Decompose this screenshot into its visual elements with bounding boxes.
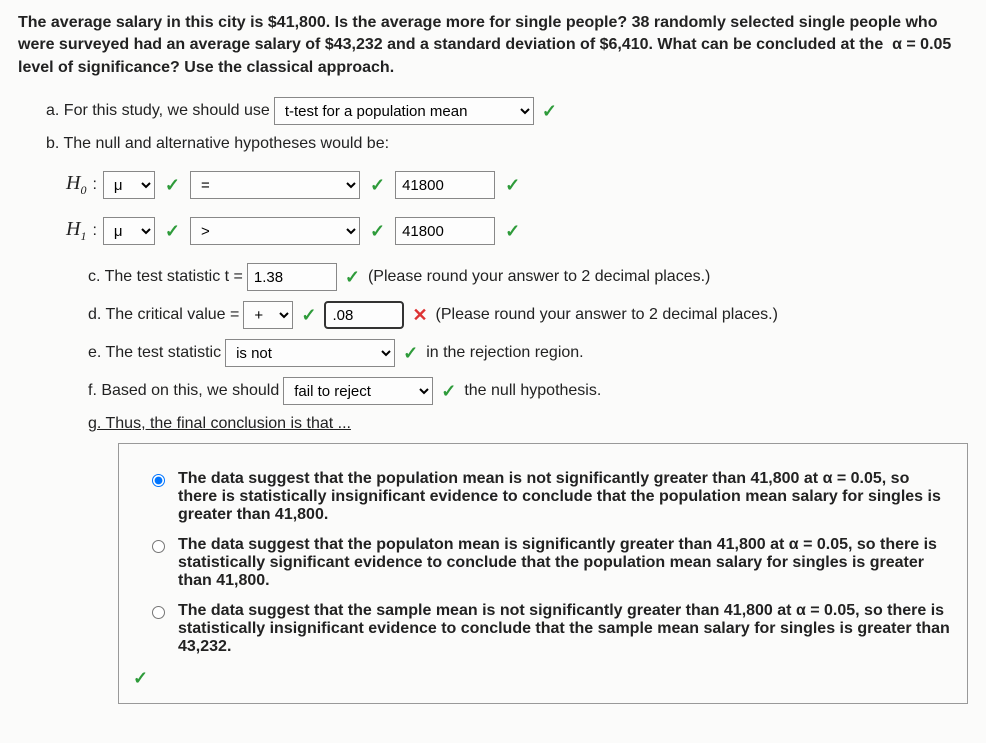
check-icon: ✓ bbox=[505, 175, 520, 196]
part-c-prefix: c. The test statistic t = bbox=[88, 268, 243, 286]
part-e-row: e. The test statistic is not ✓ in the re… bbox=[88, 339, 968, 367]
conclusion-option-3[interactable]: The data suggest that the sample mean is… bbox=[147, 602, 951, 656]
cross-icon: ✕ bbox=[412, 305, 427, 326]
h1-label: H1 bbox=[66, 218, 86, 244]
check-icon: ✓ bbox=[165, 221, 180, 242]
part-d-prefix: d. The critical value = bbox=[88, 306, 239, 324]
h0-param-select[interactable]: μ bbox=[103, 171, 155, 199]
part-c-row: c. The test statistic t = ✓ (Please roun… bbox=[88, 263, 968, 291]
conclusion-radio-1[interactable] bbox=[152, 474, 165, 487]
h0-label: H0 bbox=[66, 172, 86, 198]
part-f-row: f. Based on this, we should fail to reje… bbox=[88, 377, 968, 405]
conclusion-text-2: The data suggest that the populaton mean… bbox=[178, 536, 951, 590]
conclusion-radio-2[interactable] bbox=[152, 540, 165, 553]
conclusion-box: The data suggest that the population mea… bbox=[118, 443, 968, 704]
critical-sign-select[interactable]: + bbox=[243, 301, 293, 329]
conclusion-option-2[interactable]: The data suggest that the populaton mean… bbox=[147, 536, 951, 590]
check-icon: ✓ bbox=[370, 175, 385, 196]
check-icon: ✓ bbox=[345, 267, 360, 288]
part-a-prefix: a. For this study, we should use bbox=[46, 102, 270, 120]
test-statistic-input[interactable] bbox=[247, 263, 337, 291]
h0-row: H0 : μ ✓ = ✓ ✓ bbox=[66, 171, 968, 199]
h1-param-select[interactable]: μ bbox=[103, 217, 155, 245]
h0-value-input[interactable] bbox=[395, 171, 495, 199]
h0-operator-select[interactable]: = bbox=[190, 171, 360, 199]
part-d-row: d. The critical value = + ✓ ✕ (Please ro… bbox=[88, 301, 968, 329]
check-icon: ✓ bbox=[441, 381, 456, 402]
check-icon: ✓ bbox=[542, 101, 557, 122]
check-icon: ✓ bbox=[165, 175, 180, 196]
part-b-text: b. The null and alternative hypotheses w… bbox=[46, 135, 389, 153]
conclusion-option-1[interactable]: The data suggest that the population mea… bbox=[147, 470, 951, 524]
h0-colon: : bbox=[92, 176, 96, 194]
part-e-suffix: in the rejection region. bbox=[426, 344, 583, 362]
part-g-row: g. Thus, the final conclusion is that ..… bbox=[88, 415, 968, 433]
part-g-text: g. Thus, the final conclusion is that ..… bbox=[88, 415, 351, 433]
h1-row: H1 : μ ✓ > ✓ ✓ bbox=[66, 217, 968, 245]
critical-value-input[interactable] bbox=[324, 301, 404, 329]
conclusion-radio-3[interactable] bbox=[152, 606, 165, 619]
part-b-row: b. The null and alternative hypotheses w… bbox=[46, 135, 968, 153]
study-type-select[interactable]: t-test for a population mean bbox=[274, 97, 534, 125]
part-f-suffix: the null hypothesis. bbox=[464, 382, 601, 400]
part-a-row: a. For this study, we should use t-test … bbox=[46, 97, 968, 125]
check-icon: ✓ bbox=[505, 221, 520, 242]
conclusion-text-3: The data suggest that the sample mean is… bbox=[178, 602, 951, 656]
check-icon: ✓ bbox=[133, 668, 148, 688]
check-icon: ✓ bbox=[403, 343, 418, 364]
part-d-suffix: (Please round your answer to 2 decimal p… bbox=[436, 306, 778, 324]
problem-statement: The average salary in this city is $41,8… bbox=[18, 12, 968, 79]
part-c-suffix: (Please round your answer to 2 decimal p… bbox=[368, 268, 710, 286]
part-f-prefix: f. Based on this, we should bbox=[88, 382, 279, 400]
h1-colon: : bbox=[92, 222, 96, 240]
decision-select[interactable]: fail to reject bbox=[283, 377, 433, 405]
conclusion-text-1: The data suggest that the population mea… bbox=[178, 470, 951, 524]
part-e-prefix: e. The test statistic bbox=[88, 344, 221, 362]
h1-operator-select[interactable]: > bbox=[190, 217, 360, 245]
check-icon: ✓ bbox=[301, 305, 316, 326]
check-icon: ✓ bbox=[370, 221, 385, 242]
rejection-region-select[interactable]: is not bbox=[225, 339, 395, 367]
h1-value-input[interactable] bbox=[395, 217, 495, 245]
